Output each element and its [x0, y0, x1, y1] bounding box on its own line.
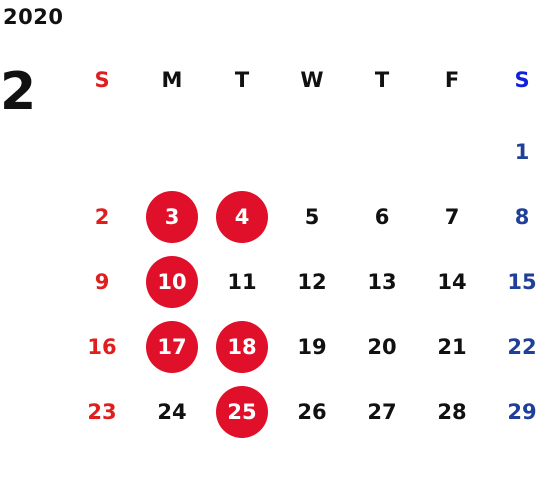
day-cell[interactable]: 5	[277, 185, 347, 249]
year-label: 2020	[3, 5, 64, 29]
highlighted-day-number: 10	[146, 256, 198, 308]
day-number: 14	[437, 270, 467, 294]
day-cell[interactable]: 13	[347, 250, 417, 314]
highlighted-day-number: 4	[216, 191, 268, 243]
day-number: 6	[374, 205, 390, 229]
day-number	[146, 126, 198, 178]
day-cell[interactable]: 15	[487, 250, 548, 314]
weekday-header-wednesday: W	[300, 68, 324, 92]
day-cell[interactable]: 12	[277, 250, 347, 314]
day-number: 11	[227, 270, 257, 294]
week-row: 1	[67, 120, 548, 184]
day-number: 16	[87, 335, 117, 359]
day-cell[interactable]: 9	[67, 250, 137, 314]
empty-day-cell	[277, 120, 347, 184]
day-cell[interactable]: 11	[207, 250, 277, 314]
day-number	[216, 126, 268, 178]
highlighted-day-number: 25	[216, 386, 268, 438]
day-number: 28	[437, 400, 467, 424]
month-label: 2	[0, 62, 37, 122]
highlighted-day-cell[interactable]: 4	[207, 185, 277, 249]
day-number: 24	[157, 400, 187, 424]
day-cell[interactable]: 27	[347, 380, 417, 444]
weekday-header-thursday: T	[374, 68, 390, 92]
weekday-header-saturday: S	[514, 68, 530, 92]
day-number: 29	[507, 400, 537, 424]
day-number: 23	[87, 400, 117, 424]
day-number: 7	[444, 205, 460, 229]
day-cell[interactable]: 19	[277, 315, 347, 379]
day-number: 8	[514, 205, 530, 229]
weekday-header-monday: M	[161, 68, 183, 92]
day-cell[interactable]: 23	[67, 380, 137, 444]
highlighted-day-cell[interactable]: 17	[137, 315, 207, 379]
day-cell[interactable]: 20	[347, 315, 417, 379]
day-cell[interactable]: 1	[487, 120, 548, 184]
empty-day-cell	[207, 120, 277, 184]
week-row: 23 24 25 26 27 28 29	[67, 380, 548, 444]
highlighted-day-cell[interactable]: 3	[137, 185, 207, 249]
week-row: 16 17 18 19 20 21 22	[67, 315, 548, 379]
day-number	[356, 126, 408, 178]
day-number: 13	[367, 270, 397, 294]
day-number: 22	[507, 335, 537, 359]
week-row: 9 10 11 12 13 14 15	[67, 250, 548, 314]
day-cell[interactable]: 26	[277, 380, 347, 444]
empty-day-cell	[67, 120, 137, 184]
day-cell[interactable]: 2	[67, 185, 137, 249]
highlighted-day-cell[interactable]: 25	[207, 380, 277, 444]
highlighted-day-cell[interactable]: 10	[137, 250, 207, 314]
weekday-header-row: S M T W T F S	[67, 48, 548, 112]
day-number: 15	[507, 270, 537, 294]
day-number	[286, 126, 338, 178]
day-number	[426, 126, 478, 178]
day-number: 2	[94, 205, 110, 229]
day-cell[interactable]: 14	[417, 250, 487, 314]
day-cell[interactable]: 16	[67, 315, 137, 379]
day-cell[interactable]: 6	[347, 185, 417, 249]
day-number	[76, 126, 128, 178]
day-cell[interactable]: 8	[487, 185, 548, 249]
empty-day-cell	[137, 120, 207, 184]
day-cell[interactable]: 24	[137, 380, 207, 444]
highlighted-day-number: 18	[216, 321, 268, 373]
day-cell[interactable]: 22	[487, 315, 548, 379]
weekday-header-tuesday: T	[234, 68, 250, 92]
highlighted-day-number: 3	[146, 191, 198, 243]
weekday-header-sunday: S	[94, 68, 110, 92]
day-number: 5	[304, 205, 320, 229]
highlighted-day-number: 17	[146, 321, 198, 373]
day-number: 21	[437, 335, 467, 359]
day-number: 12	[297, 270, 327, 294]
day-cell[interactable]: 28	[417, 380, 487, 444]
day-cell[interactable]: 7	[417, 185, 487, 249]
highlighted-day-cell[interactable]: 18	[207, 315, 277, 379]
day-cell[interactable]: 21	[417, 315, 487, 379]
day-number: 9	[94, 270, 110, 294]
empty-day-cell	[417, 120, 487, 184]
day-number: 26	[297, 400, 327, 424]
day-number: 27	[367, 400, 397, 424]
day-number: 19	[297, 335, 327, 359]
day-cell[interactable]: 29	[487, 380, 548, 444]
day-number: 1	[514, 140, 530, 164]
weekday-header-friday: F	[444, 68, 460, 92]
empty-day-cell	[347, 120, 417, 184]
day-number: 20	[367, 335, 397, 359]
